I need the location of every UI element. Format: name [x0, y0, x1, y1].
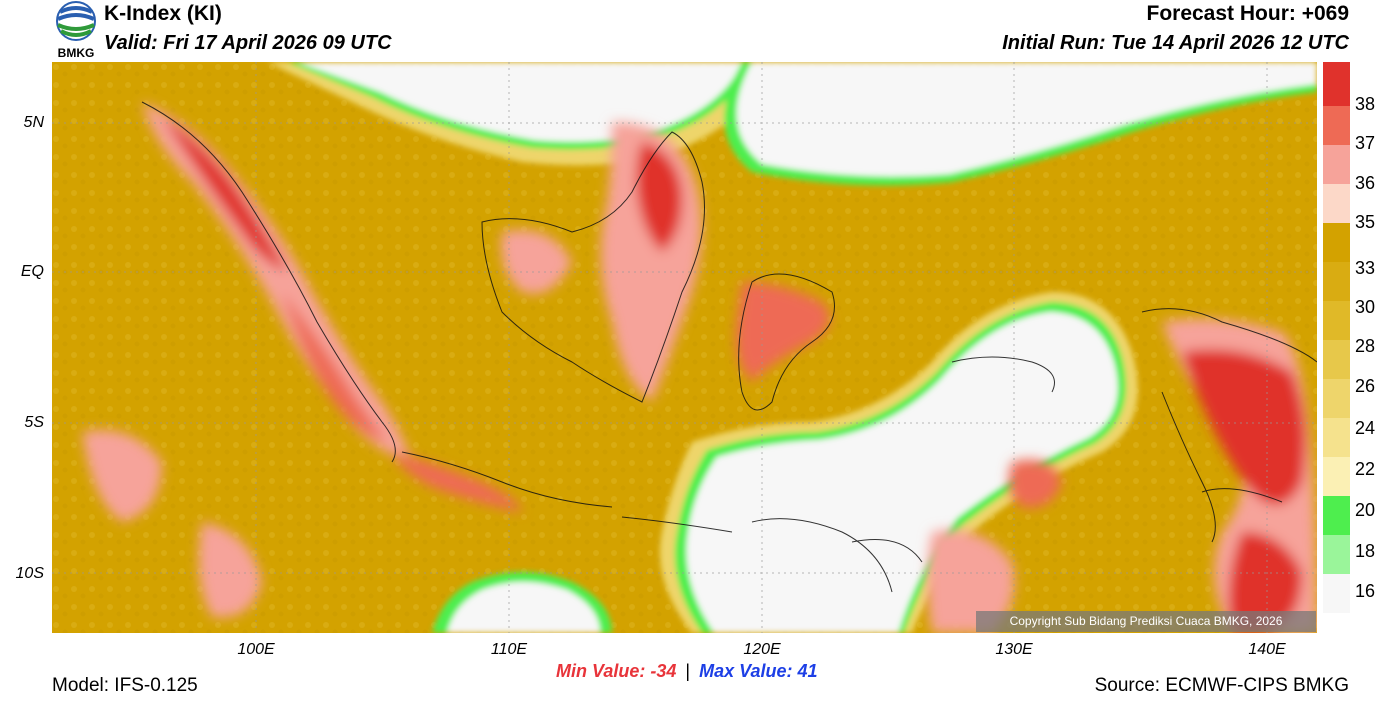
colorbar-seg	[1323, 340, 1350, 379]
min-max-separator: |	[685, 661, 691, 681]
min-value-label: Min Value:	[556, 661, 646, 681]
copyright-notice: Copyright Sub Bidang Prediksi Cuaca BMKG…	[976, 611, 1316, 632]
valid-time: Valid: Fri 17 April 2026 09 UTC	[104, 32, 392, 54]
colorbar-label: 22	[1355, 459, 1376, 479]
min-max-values: Min Value: -34 | Max Value: 41	[556, 661, 818, 682]
high-index-regions	[82, 102, 1317, 633]
colorbar-label: 16	[1355, 581, 1376, 601]
colorbar-seg	[1323, 535, 1350, 574]
colorbar-seg	[1323, 145, 1350, 184]
colorbar-label: 36	[1355, 173, 1376, 193]
colorbar-seg	[1323, 106, 1350, 145]
colorbar-seg	[1323, 223, 1350, 262]
x-label-110e: 110E	[490, 641, 528, 658]
coastlines	[141, 101, 1317, 593]
colorbar-seg	[1323, 262, 1350, 301]
k-index-map[interactable]	[52, 62, 1317, 633]
logo-text: BMKG	[57, 46, 95, 60]
colorbar-label: 35	[1355, 212, 1376, 232]
forecast-hour: Forecast Hour: +069	[1146, 2, 1350, 25]
colorbar-label: 33	[1355, 258, 1376, 278]
min-value: -34	[650, 661, 677, 681]
colorbar-label: 20	[1355, 500, 1376, 520]
colorbar-label: 24	[1355, 418, 1376, 438]
colorbar-label: 37	[1355, 133, 1376, 153]
x-label-100e: 100E	[237, 641, 275, 658]
colorbar	[1323, 62, 1350, 613]
colorbar-seg	[1323, 457, 1350, 496]
bmkg-logo: BMKG	[52, 0, 100, 60]
data-source: Source: ECMWF-CIPS BMKG	[1094, 675, 1349, 696]
max-value: 41	[797, 661, 818, 681]
model-name: Model: IFS-0.125	[52, 675, 198, 696]
colorbar-label: 28	[1355, 336, 1376, 356]
colorbar-label: 26	[1355, 376, 1376, 396]
colorbar-seg	[1323, 496, 1350, 535]
initial-run: Initial Run: Tue 14 April 2026 12 UTC	[1002, 32, 1349, 54]
max-value-label: Max Value:	[699, 661, 793, 681]
colorbar-seg	[1323, 301, 1350, 340]
y-label-5s: 5S	[24, 414, 44, 431]
y-label-eq: EQ	[20, 263, 44, 280]
x-label-140e: 140E	[1248, 641, 1286, 658]
colorbar-label: 18	[1355, 541, 1376, 561]
x-label-120e: 120E	[743, 641, 781, 658]
colorbar-seg	[1323, 574, 1350, 613]
x-label-130e: 130E	[995, 641, 1033, 658]
colorbar-seg	[1323, 379, 1350, 418]
map-title: K-Index (KI)	[104, 2, 222, 25]
colorbar-label: 38	[1355, 94, 1376, 114]
colorbar-seg	[1323, 418, 1350, 457]
colorbar-label: 30	[1355, 297, 1376, 317]
colorbar-seg	[1323, 184, 1350, 223]
lat-lon-grid	[52, 62, 1317, 633]
y-label-5n: 5N	[23, 114, 44, 131]
colorbar-seg	[1323, 62, 1350, 106]
y-label-10s: 10S	[15, 565, 44, 582]
